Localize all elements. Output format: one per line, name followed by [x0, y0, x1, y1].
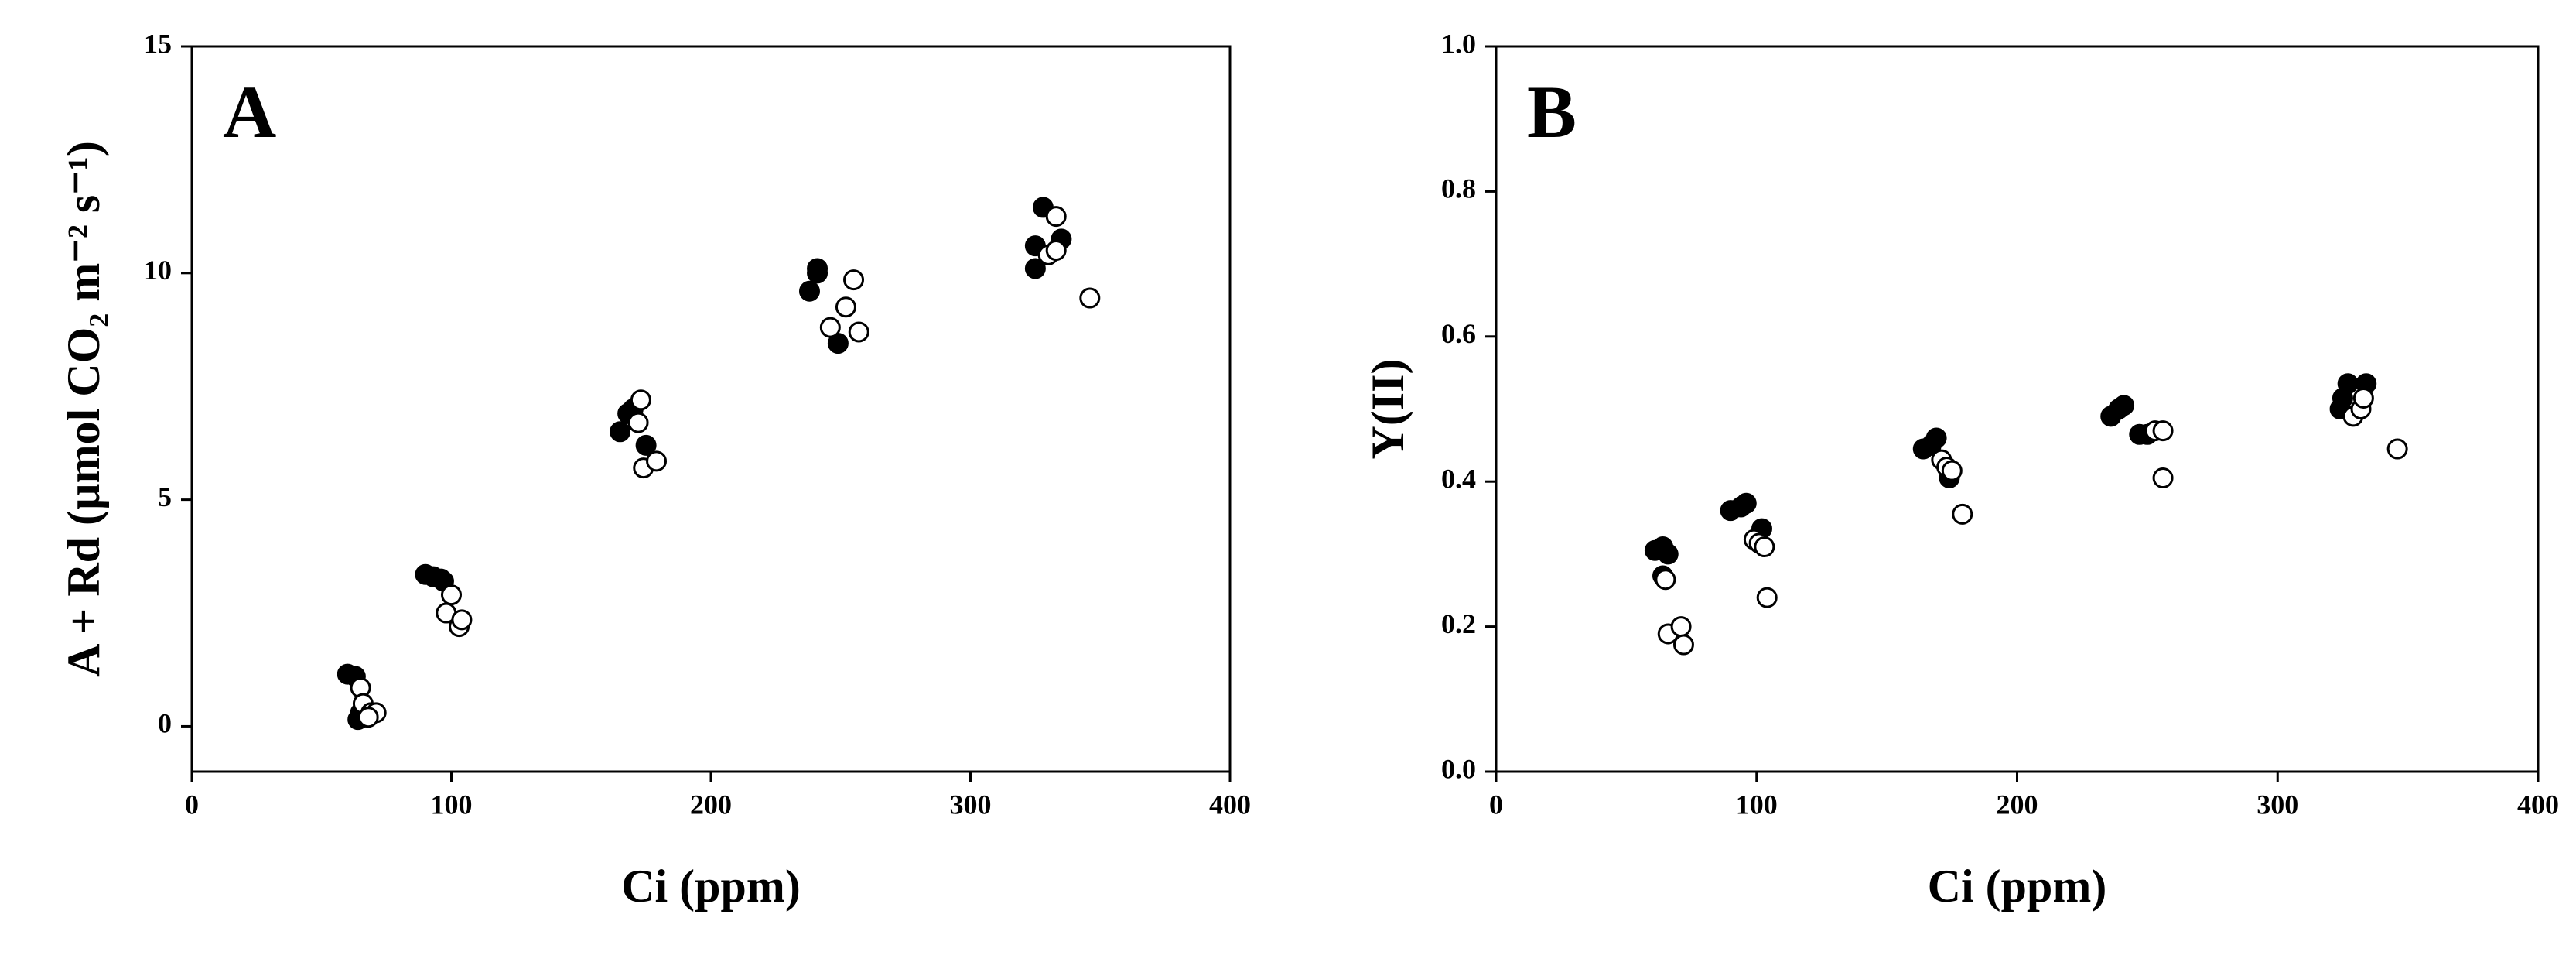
x-axis-title: Ci (ppm) — [1928, 861, 2107, 912]
y-tick-label: 0.6 — [1441, 318, 1476, 349]
data-point — [441, 584, 462, 606]
data-point — [2352, 387, 2374, 409]
x-tick-label: 400 — [2517, 789, 2559, 820]
data-point — [357, 707, 379, 728]
data-point — [2113, 395, 2135, 416]
y-tick-label: 5 — [158, 481, 172, 512]
data-point — [1657, 543, 1679, 565]
y-tick-label: 0 — [158, 708, 172, 739]
x-tick-label: 200 — [690, 789, 732, 820]
plot-frame — [1495, 45, 2540, 773]
data-point — [451, 609, 473, 631]
y-tick-label: 10 — [144, 255, 172, 286]
data-point — [835, 296, 856, 318]
x-tick-label: 0 — [185, 789, 199, 820]
x-tick-label: 400 — [1209, 789, 1251, 820]
data-point — [2152, 420, 2174, 442]
x-tick-label: 200 — [1997, 789, 2038, 820]
data-point — [1655, 569, 1676, 591]
data-point — [819, 317, 841, 338]
panel-label: B — [1527, 70, 1577, 153]
y-axis-title: A + Rd (µmol CO₂ m⁻² s⁻¹) — [58, 141, 109, 677]
data-point — [1670, 616, 1692, 638]
y-tick-label: 15 — [144, 28, 172, 59]
data-point — [1925, 427, 1947, 449]
data-point — [848, 321, 869, 343]
data-point — [610, 421, 631, 443]
data-point — [1079, 287, 1101, 309]
x-tick-label: 300 — [2257, 789, 2298, 820]
data-point — [635, 434, 657, 456]
y-axis-title: Y(II) — [1362, 359, 1413, 460]
data-point — [843, 269, 865, 291]
data-point — [1754, 536, 1775, 558]
data-point — [630, 389, 651, 411]
data-point — [2386, 438, 2408, 460]
x-tick-label: 300 — [950, 789, 992, 820]
data-point — [1941, 460, 1963, 481]
y-tick-label: 0.2 — [1441, 608, 1476, 639]
x-tick-label: 100 — [431, 789, 473, 820]
data-point — [1952, 503, 1973, 525]
data-point — [1672, 634, 1694, 656]
data-point — [798, 280, 820, 302]
data-point — [1756, 587, 1778, 608]
data-point — [1045, 240, 1067, 262]
y-tick-label: 1.0 — [1441, 28, 1476, 59]
data-point — [646, 450, 668, 472]
x-tick-label: 0 — [1489, 789, 1503, 820]
y-tick-label: 0.8 — [1441, 173, 1476, 204]
data-point — [2337, 373, 2359, 395]
y-tick-label: 0.4 — [1441, 463, 1476, 494]
plot-frame — [190, 45, 1232, 773]
data-point — [807, 258, 828, 279]
data-point — [1024, 258, 1046, 279]
data-point — [2152, 467, 2174, 489]
x-axis-title: Ci (ppm) — [621, 861, 801, 912]
panel-label: A — [223, 70, 276, 153]
data-point — [1045, 206, 1067, 228]
y-tick-label: 0.0 — [1441, 753, 1476, 784]
x-tick-label: 100 — [1736, 789, 1778, 820]
data-point — [1735, 492, 1757, 514]
data-point — [627, 412, 649, 433]
